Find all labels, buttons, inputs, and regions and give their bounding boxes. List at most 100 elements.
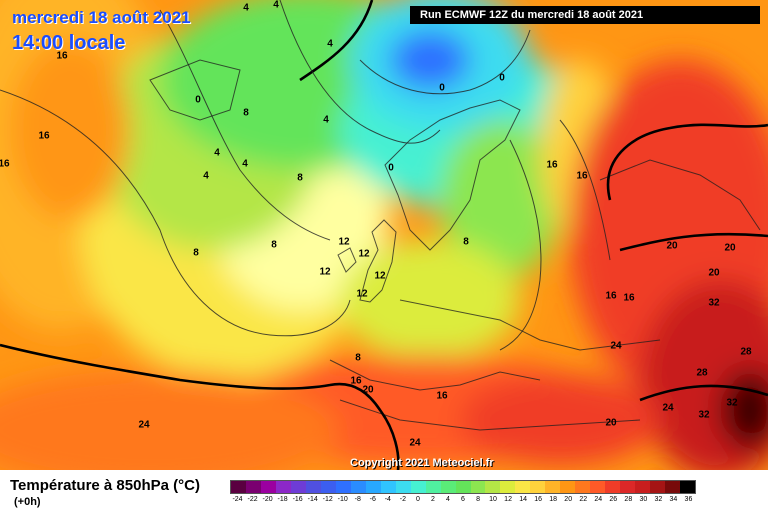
legend-title: Température à 850hPa (°C): [10, 477, 200, 494]
color-swatch: [620, 481, 636, 493]
color-swatch: [365, 481, 381, 493]
isotherm-label: 32: [698, 409, 710, 421]
color-swatch: [440, 481, 456, 493]
isotherm-label: 16: [623, 292, 635, 304]
scale-tick-label: 4: [446, 496, 450, 503]
scale-tick-label: 10: [489, 496, 497, 503]
scale-tick-label: -24: [232, 496, 243, 503]
scale-tick-label: 36: [684, 496, 693, 503]
color-swatch: [455, 481, 471, 493]
color-swatch: [395, 481, 411, 493]
isotherm-label: 16: [436, 390, 448, 402]
isotherm-label: 8: [243, 107, 249, 119]
scale-tick-label: 0: [415, 496, 420, 503]
isotherm-label: 4: [214, 147, 220, 159]
scale-tick-label: 20: [564, 496, 573, 503]
isotherm-label: 28: [740, 346, 752, 358]
isotherm-label: 12: [374, 270, 386, 282]
forecast-time: 14:00 locale: [12, 32, 126, 54]
isotherm-label: 20: [724, 242, 736, 254]
scale-tick-label: 2: [430, 496, 435, 503]
scale-tick-label: 30: [639, 496, 648, 503]
isotherm-label: 4: [242, 158, 248, 170]
scale-tick-label: -16: [292, 496, 303, 503]
isotherm-label: 20: [362, 384, 374, 396]
model-run-banner: Run ECMWF 12Z du mercredi 18 août 2021: [410, 6, 760, 24]
isotherm-label: 0: [195, 94, 201, 106]
color-swatch: [590, 481, 606, 493]
color-swatch: [500, 481, 516, 493]
color-swatch: [665, 481, 681, 493]
isotherm-label: 12: [338, 236, 350, 248]
isotherm-label: 4: [327, 38, 333, 50]
isotherm-label: 8: [355, 352, 361, 364]
color-swatch: [350, 481, 366, 493]
scale-tick-label: -2: [399, 496, 406, 503]
isotherm-label: 32: [708, 297, 720, 309]
isotherm-label: 16: [605, 290, 617, 302]
isotherm-label: 16: [56, 50, 68, 62]
isotherm-label: 0: [388, 162, 394, 174]
scale-tick-label: 24: [594, 496, 603, 503]
color-swatch: [380, 481, 396, 493]
isotherm-label: 16: [0, 158, 10, 170]
color-swatch: [530, 481, 546, 493]
scale-tick-label: -4: [384, 496, 391, 503]
isotherm-label: 4: [323, 114, 329, 126]
isotherm-label: 24: [610, 340, 622, 352]
color-scale-ticks: -24 -22 -20 -18 -16 -14 -12 -10 -8 -6 -4 -2 0 2 4 6 8 10 1…: [230, 496, 696, 508]
scale-tick-label: 18: [549, 496, 558, 503]
color-swatch: [545, 481, 561, 493]
color-swatch: [605, 481, 621, 493]
color-swatch: [515, 481, 531, 493]
copyright-notice: Copyright 2021 Meteociel.fr: [350, 457, 494, 469]
color-swatch: [635, 481, 651, 493]
color-swatch: [650, 481, 666, 493]
isotherm-label: 32: [726, 397, 738, 409]
color-swatch: [305, 481, 321, 493]
isotherm-label: 16: [38, 130, 50, 142]
isotherm-label: 4: [203, 170, 209, 182]
color-swatch: [485, 481, 501, 493]
temperature-map: 16 16 16 0 8 4 4 4 4 4 8 8 8 4 4 0 0 0 12 12 12 12 12 8 16 16 16 16…: [0, 0, 768, 470]
color-swatch: [245, 481, 261, 493]
isotherm-label: 0: [499, 72, 505, 84]
isotherm-label: 8: [297, 172, 303, 184]
legend-subtitle: (+0h): [14, 496, 41, 508]
isotherm-label: 8: [271, 239, 277, 251]
scale-tick-label: 14: [519, 496, 527, 503]
color-swatch: [470, 481, 486, 493]
scale-tick-label: -12: [322, 496, 333, 503]
color-swatch: [290, 481, 306, 493]
isotherm-label: 12: [358, 248, 370, 260]
isotherm-label: 20: [708, 267, 720, 279]
isotherm-label: 24: [662, 402, 674, 414]
scale-tick-label: 22: [579, 496, 588, 503]
scale-tick-label: -10: [337, 496, 348, 503]
scale-tick-label: -8: [354, 496, 361, 503]
color-swatch: [231, 481, 246, 493]
isotherm-label: 16: [576, 170, 588, 182]
color-scale: [230, 480, 696, 494]
color-swatch: [275, 481, 291, 493]
scale-tick-label: -22: [247, 496, 258, 503]
coastlines: [149, 59, 761, 431]
scale-tick-label: -20: [262, 496, 273, 503]
color-swatch: [680, 481, 696, 493]
color-swatch: [260, 481, 276, 493]
isotherm-label: 24: [409, 437, 421, 449]
color-swatch: [575, 481, 591, 493]
isotherm-label: 12: [356, 288, 368, 300]
isotherm-label: 8: [193, 247, 199, 259]
scale-tick-label: 26: [609, 496, 618, 503]
scale-tick-label: 28: [624, 496, 633, 503]
color-swatch: [320, 481, 336, 493]
isotherm-label: 12: [319, 266, 331, 278]
isotherm-label: 16: [350, 375, 362, 387]
scale-tick-label: 12: [504, 496, 512, 503]
isotherm-major-lines: [0, 0, 768, 470]
isotherm-label: 0: [439, 82, 445, 94]
isotherm-label: 28: [696, 367, 708, 379]
scale-tick-label: 8: [476, 496, 480, 503]
scale-tick-label: -18: [277, 496, 288, 503]
